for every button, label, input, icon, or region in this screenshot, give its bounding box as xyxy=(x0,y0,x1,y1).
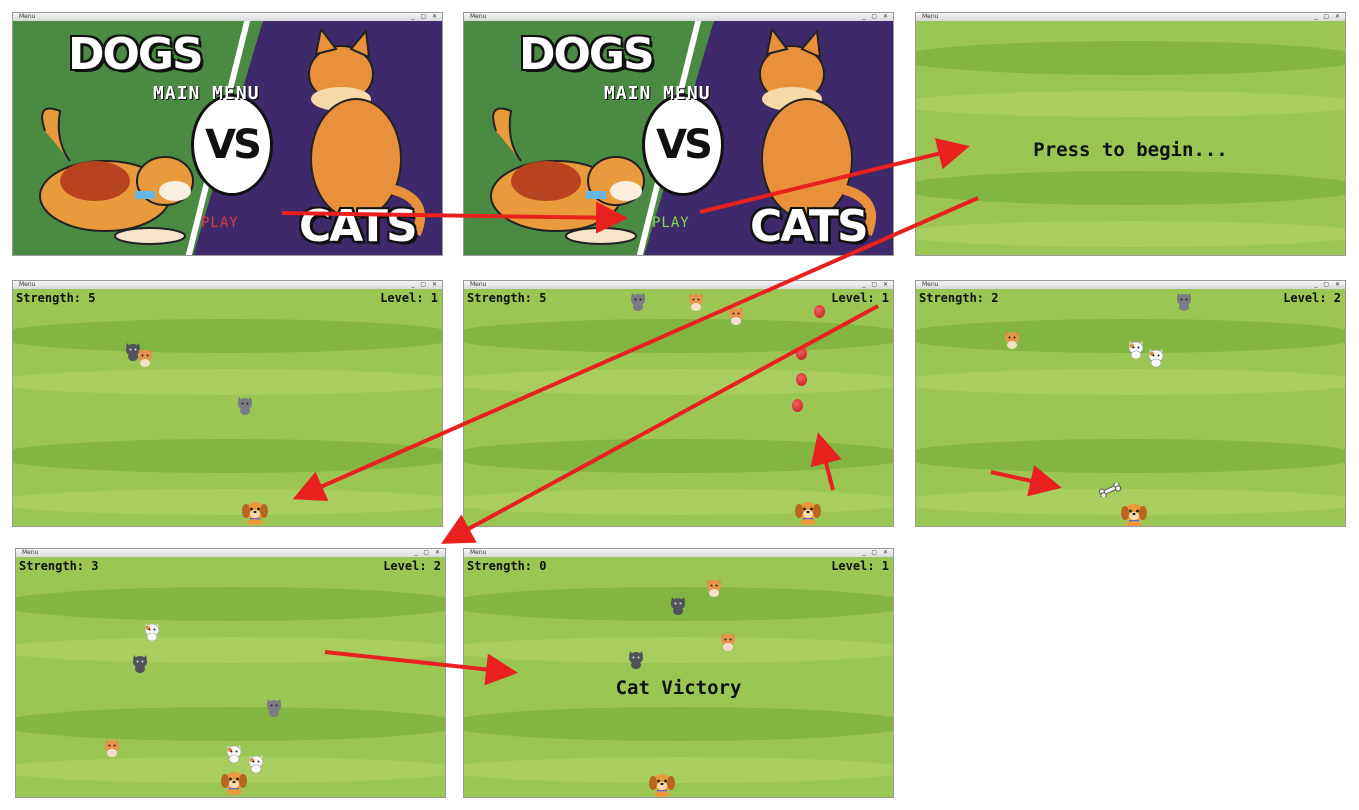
level-label: Level: 1 xyxy=(380,291,438,305)
level-label: Level: 1 xyxy=(831,291,889,305)
window-title: Menu xyxy=(470,281,487,288)
corgi-illustration xyxy=(39,107,194,245)
cat-sprite xyxy=(726,305,746,325)
game-field: Strength: 3 Level: 2 xyxy=(16,557,445,797)
cat-sprite xyxy=(1126,339,1146,359)
main-menu-window: Menu _ ▢ ✕ DOGS CATS VS MAIN MENU PLAY xyxy=(12,12,443,256)
cat-sprite xyxy=(142,621,162,641)
cat-sprite xyxy=(102,737,122,757)
cat-sprite xyxy=(668,595,688,615)
window-controls[interactable]: _ ▢ ✕ xyxy=(1314,13,1342,20)
cat-sprite xyxy=(1174,291,1194,311)
menu-screen: DOGS CATS VS MAIN MENU PLAY xyxy=(13,21,442,255)
level-label: Level: 2 xyxy=(383,559,441,573)
press-to-begin-text: Press to begin... xyxy=(1033,139,1228,161)
window-title: Menu xyxy=(19,13,36,20)
window-title: Menu xyxy=(470,13,487,20)
dog-player-sprite[interactable] xyxy=(648,771,676,797)
strength-label: Strength: 0 xyxy=(467,559,547,573)
cat-sprite xyxy=(224,743,244,763)
window-title: Menu xyxy=(19,281,36,288)
dog-player-sprite[interactable] xyxy=(1120,501,1148,526)
window-controls[interactable]: _ ▢ ✕ xyxy=(862,13,890,20)
strength-label: Strength: 2 xyxy=(919,291,999,305)
cat-sprite xyxy=(235,395,255,415)
cat-victory-text: Cat Victory xyxy=(615,677,742,699)
dogs-title: DOGS xyxy=(68,29,204,80)
game-window-1: Menu _ ▢ ✕ Strength: 5 Level: 1 xyxy=(12,280,443,527)
game-window-2: Menu _ ▢ ✕ Strength: 5 Level: 1 xyxy=(463,280,894,527)
main-menu-label: MAIN MENU xyxy=(604,83,711,104)
window-title: Menu xyxy=(22,549,39,556)
cat-sprite xyxy=(686,291,706,311)
game-field: Strength: 5 Level: 1 xyxy=(13,289,442,526)
window-controls[interactable]: _ ▢ ✕ xyxy=(411,281,439,288)
dog-player-sprite[interactable] xyxy=(794,499,822,525)
cat-sprite xyxy=(626,649,646,669)
cat-sprite xyxy=(718,631,738,651)
cat-sprite xyxy=(1146,347,1166,367)
game-window-4: Menu _ ▢ ✕ Strength: 3 Level: 2 xyxy=(15,548,446,798)
cats-title: CATS xyxy=(750,201,869,252)
game-window-victory: Menu _ ▢ ✕ Strength: 0 Level: 1 Cat Victo… xyxy=(463,548,894,798)
cat-sprite xyxy=(135,347,155,367)
window-controls[interactable]: _ ▢ ✕ xyxy=(1314,281,1342,288)
corgi-illustration xyxy=(490,107,645,245)
window-controls[interactable]: _ ▢ ✕ xyxy=(862,281,890,288)
cats-title: CATS xyxy=(299,201,418,252)
ball-projectile xyxy=(814,305,825,318)
window-title: Menu xyxy=(922,281,939,288)
game-field: Strength: 2 Level: 2 xyxy=(916,289,1345,526)
window-controls[interactable]: _ ▢ ✕ xyxy=(414,549,442,556)
play-button[interactable]: PLAY xyxy=(201,215,239,231)
window-title: Menu xyxy=(470,549,487,556)
main-menu-window-hover: Menu _ ▢ ✕ DOGS CATS VS MAIN MENU PLAY xyxy=(463,12,894,256)
game-field: Strength: 0 Level: 1 Cat Victory xyxy=(464,557,893,797)
strength-label: Strength: 5 xyxy=(467,291,547,305)
cat-sprite xyxy=(704,577,724,597)
bone-icon xyxy=(1098,483,1122,497)
vs-badge: VS xyxy=(191,94,273,196)
window-controls[interactable]: _ ▢ ✕ xyxy=(862,549,890,556)
ball-projectile xyxy=(792,399,803,412)
vs-badge: VS xyxy=(642,94,724,196)
cat-sprite xyxy=(264,697,284,717)
cat-sprite xyxy=(246,753,266,773)
game-field: Strength: 5 Level: 1 xyxy=(464,289,893,526)
game-window-3: Menu _ ▢ ✕ Strength: 2 Level: 2 xyxy=(915,280,1346,527)
dogs-title: DOGS xyxy=(519,29,655,80)
strength-label: Strength: 5 xyxy=(16,291,96,305)
dog-player-sprite[interactable] xyxy=(241,499,269,525)
play-button-hover[interactable]: PLAY xyxy=(652,215,690,231)
cat-sprite xyxy=(628,291,648,311)
menu-screen: DOGS CATS VS MAIN MENU PLAY xyxy=(464,21,893,255)
dog-player-sprite[interactable] xyxy=(220,769,248,795)
level-label: Level: 2 xyxy=(1283,291,1341,305)
intro-screen[interactable]: Press to begin... xyxy=(916,21,1345,255)
main-menu-label: MAIN MENU xyxy=(153,83,260,104)
intro-window: Menu _ ▢ ✕ Press to begin... xyxy=(915,12,1346,256)
level-label: Level: 1 xyxy=(831,559,889,573)
ball-projectile xyxy=(796,347,807,360)
ball-projectile xyxy=(796,373,807,386)
window-controls[interactable]: _ ▢ ✕ xyxy=(411,13,439,20)
strength-label: Strength: 3 xyxy=(19,559,99,573)
cat-sprite xyxy=(1002,329,1022,349)
cat-sprite xyxy=(130,653,150,673)
window-title: Menu xyxy=(922,13,939,20)
